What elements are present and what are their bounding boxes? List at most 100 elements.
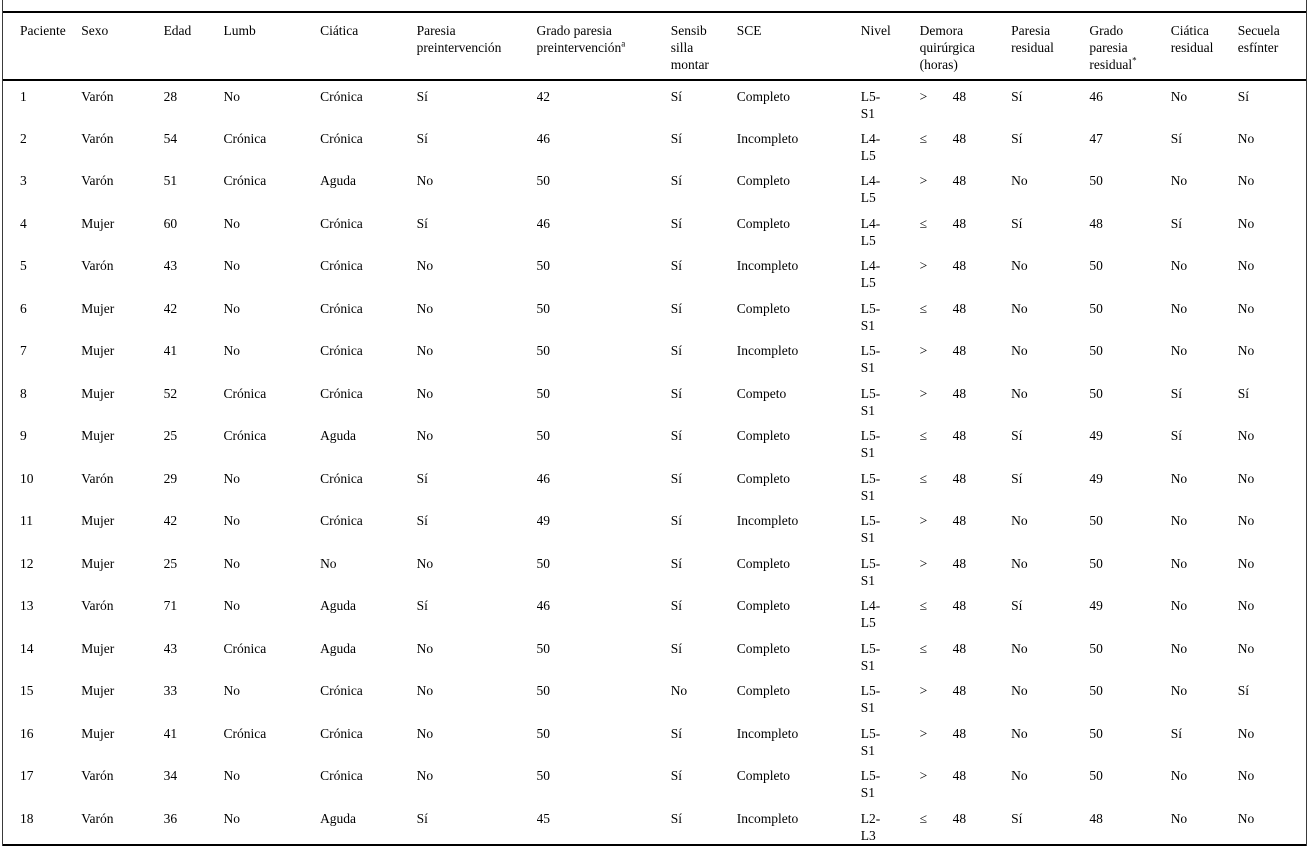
cell-sexo: Mujer	[81, 640, 115, 656]
cell-sensib: Sí	[670, 470, 682, 486]
cell-demora: ≤48	[920, 293, 1011, 336]
demora-hours: 48	[952, 343, 967, 358]
cell-paciente: 6	[20, 300, 27, 316]
cell-edad: 51	[163, 173, 178, 188]
cell-paciente: 17	[20, 768, 34, 783]
cell-paresia_res: No	[1011, 725, 1028, 741]
demora-operator: ≤	[919, 470, 928, 486]
cell-paresia_res: No	[1011, 343, 1028, 358]
cell-paciente: 14	[20, 640, 34, 656]
col-header-label: Lumb	[223, 23, 256, 38]
table-row: 14 Mujer 43 Crónica Aguda No 50 Sí Completo L5- S1…	[3, 633, 1306, 676]
demora-hours: 48	[952, 598, 967, 613]
cell-grado_res: 49	[1089, 428, 1103, 443]
cell-ciatica_res: No	[1170, 173, 1188, 188]
cell-paciente: 13	[20, 598, 34, 613]
col-header-label: Edad	[163, 23, 192, 38]
cell-sensib: Sí	[670, 768, 682, 783]
demora-operator: >	[919, 89, 928, 104]
col-header-label: Nivel	[860, 23, 891, 38]
cell-paresia_pre: No	[416, 640, 434, 656]
cell-ciatica: Crónica	[320, 300, 363, 316]
cell-nivel: L5- S1	[860, 470, 881, 503]
col-header-ciatica: Ciática	[320, 12, 417, 81]
cell-lumb: No	[223, 258, 241, 273]
cell-sce: Completo	[736, 555, 790, 571]
cell-paresia_res: No	[1011, 555, 1028, 571]
cell-paresia_res: No	[1011, 683, 1028, 698]
cell-demora: >48	[920, 718, 1011, 761]
cell-edad: 42	[163, 300, 178, 316]
cell-sensib: Sí	[670, 89, 682, 104]
cell-ciatica_res: No	[1170, 343, 1188, 358]
col-header-grado_pre: Grado paresia preintervencióna	[536, 12, 671, 81]
cell-demora: ≤48	[920, 463, 1011, 506]
cell-paciente: 3	[20, 173, 27, 188]
cell-secuela: No	[1237, 725, 1255, 741]
cell-edad: 36	[163, 810, 178, 826]
cell-edad: 29	[163, 470, 178, 486]
cell-paresia_pre: Sí	[416, 89, 428, 104]
cell-edad: 33	[163, 683, 178, 698]
cell-grado_pre: 50	[536, 555, 551, 571]
col-header-label: Paciente	[20, 23, 66, 38]
cell-grado_pre: 50	[536, 385, 551, 401]
table-row: 9 Mujer 25 Crónica Aguda No 50 Sí Completo L5- S1 ≤…	[3, 420, 1306, 463]
cell-grado_pre: 50	[536, 258, 551, 273]
table-body: 1 Varón 28 No Crónica Sí 42 Sí Completo L5- S1 >48 S…	[3, 80, 1306, 845]
cell-sce: Completo	[736, 300, 790, 316]
cell-ciatica: Crónica	[320, 725, 363, 741]
cell-nivel: L4- L5	[860, 173, 881, 205]
cell-paciente: 10	[20, 470, 34, 486]
cell-sensib: Sí	[670, 343, 682, 358]
cell-ciatica: Crónica	[320, 768, 363, 783]
cell-sexo: Mujer	[81, 725, 115, 741]
cell-paciente: 16	[20, 725, 34, 741]
cell-grado_pre: 50	[536, 640, 551, 656]
cell-edad: 28	[163, 89, 178, 104]
cell-edad: 71	[163, 598, 178, 613]
cell-paresia_pre: No	[416, 385, 434, 401]
cell-sce: Completo	[736, 173, 790, 188]
demora-operator: >	[919, 343, 928, 358]
cell-paresia_res: No	[1011, 513, 1028, 528]
cell-ciatica_res: No	[1170, 598, 1188, 613]
col-header-secuela: Secuela esfínter	[1237, 12, 1306, 81]
cell-sexo: Varón	[81, 173, 114, 188]
cell-sce: Completo	[736, 768, 790, 783]
cell-ciatica: Crónica	[320, 89, 363, 104]
col-header-ciatica_res: Ciática residual	[1170, 12, 1238, 81]
cell-nivel: L4- L5	[860, 215, 881, 248]
cell-paresia_pre: No	[416, 258, 434, 273]
cell-grado_pre: 50	[536, 173, 551, 188]
cell-sce: Incompleto	[736, 130, 799, 146]
cell-grado_res: 49	[1089, 598, 1103, 613]
demora-operator: ≤	[919, 598, 928, 613]
cell-lumb: No	[223, 810, 241, 826]
cell-secuela: Sí	[1237, 683, 1250, 698]
cell-paresia_pre: Sí	[416, 810, 428, 826]
cell-grado_pre: 46	[536, 598, 551, 613]
cell-paresia_res: Sí	[1011, 810, 1023, 826]
cell-sexo: Varón	[81, 130, 114, 146]
col-header-label: Grado paresia residual	[1089, 23, 1133, 72]
table-row: 2 Varón 54 Crónica Crónica Sí 46 Sí Incompleto L4…	[3, 123, 1306, 166]
demora-hours: 48	[952, 768, 967, 783]
cell-grado_res: 50	[1089, 683, 1103, 698]
cell-sexo: Mujer	[81, 215, 115, 231]
cell-secuela: No	[1237, 598, 1255, 613]
cell-nivel: L4- L5	[860, 598, 881, 630]
cell-edad: 43	[163, 640, 178, 656]
cell-secuela: No	[1237, 428, 1255, 443]
cell-paresia_res: Sí	[1011, 470, 1023, 486]
cell-edad: 25	[163, 428, 178, 443]
cell-grado_pre: 46	[536, 215, 551, 231]
cell-ciatica: Aguda	[320, 640, 357, 656]
cell-paciente: 7	[20, 343, 27, 358]
cell-paresia_pre: Sí	[416, 215, 428, 231]
cell-ciatica: Aguda	[320, 810, 357, 826]
col-header-grado_res: Grado paresia residual*	[1089, 12, 1171, 81]
cell-sce: Incompleto	[736, 513, 799, 528]
cell-demora: >48	[920, 378, 1011, 421]
table-row: 4 Mujer 60 No Crónica Sí 46 Sí Completo L4- L5 ≤48 S…	[3, 208, 1306, 251]
